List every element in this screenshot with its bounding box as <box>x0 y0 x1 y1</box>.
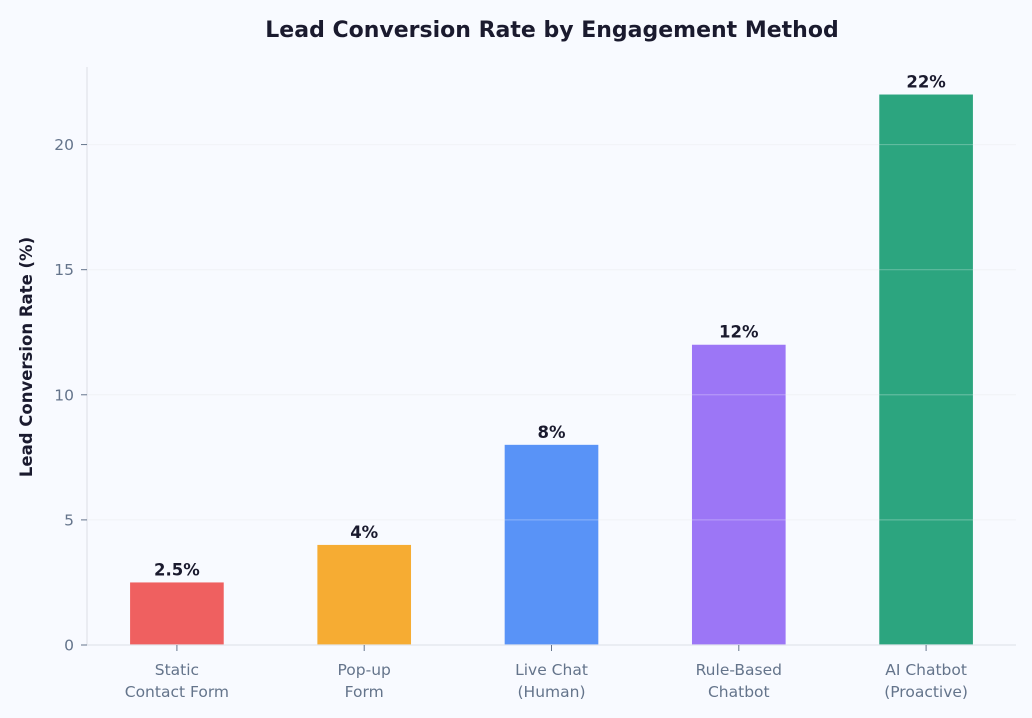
gridlines-overlay <box>87 143 1016 521</box>
x-tick-label: Form <box>345 683 384 701</box>
x-tick-label: Contact Form <box>125 683 229 701</box>
bar <box>130 582 224 645</box>
x-ticks: Static Contact Form Pop-up Form Live Chat (Hu… <box>125 645 968 701</box>
x-tick-label: Live Chat <box>515 661 588 679</box>
value-labels: 2.5% 4% 8% 12% 22% <box>154 73 946 580</box>
y-tick-label: 5 <box>64 511 74 529</box>
bar <box>879 94 973 646</box>
x-tick-label: Pop-up <box>338 661 391 679</box>
bar <box>504 444 599 645</box>
x-tick-label: Rule-Based <box>696 661 782 679</box>
x-tick-label: AI Chatbot <box>885 661 967 679</box>
value-label: 4% <box>350 523 378 542</box>
y-axis-label: Lead Conversion Rate (%) <box>17 237 36 477</box>
bar <box>691 344 786 645</box>
y-tick-label: 10 <box>54 386 74 404</box>
value-label: 12% <box>719 323 759 342</box>
y-tick-label: 15 <box>54 261 74 279</box>
x-tick-label: Static <box>155 661 199 679</box>
gridlines <box>87 143 1016 521</box>
chart-title: Lead Conversion Rate by Engagement Metho… <box>265 18 838 43</box>
value-label: 2.5% <box>154 560 200 579</box>
value-label: 22% <box>906 73 946 92</box>
x-tick-label: Chatbot <box>708 683 770 701</box>
x-tick-label: (Proactive) <box>884 683 968 701</box>
y-tick-label: 20 <box>54 136 74 154</box>
y-tick-label: 0 <box>64 637 74 655</box>
bar <box>317 544 412 645</box>
bars <box>130 94 973 646</box>
y-ticks: 0 5 10 15 20 <box>54 136 87 655</box>
x-tick-label: (Human) <box>518 683 586 701</box>
value-label: 8% <box>537 423 565 442</box>
